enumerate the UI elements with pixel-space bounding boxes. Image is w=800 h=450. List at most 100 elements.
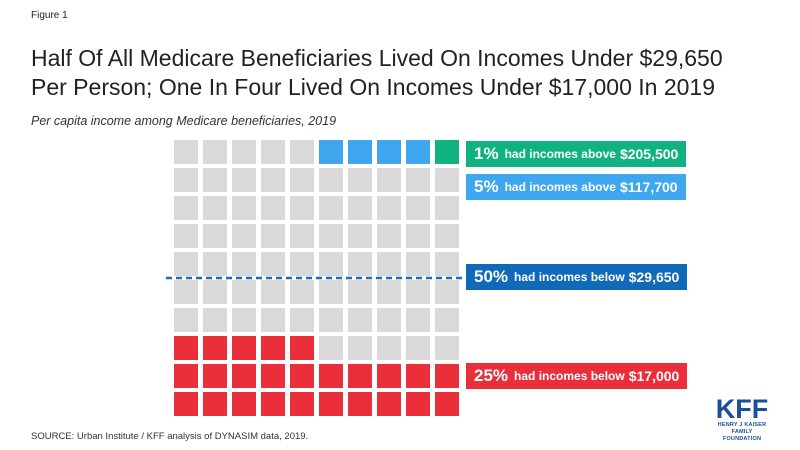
waffle-cell-r0-c3 bbox=[261, 140, 285, 164]
waffle-cell-r4-c3 bbox=[261, 252, 285, 276]
callout-median-text: had incomes below bbox=[514, 270, 625, 284]
callout-median-amount: $29,650 bbox=[628, 269, 680, 285]
waffle-cell-r9-c5 bbox=[319, 392, 343, 416]
kff-logo-line-2: FAMILY FOUNDATION bbox=[722, 429, 762, 442]
waffle-cell-r1-c2 bbox=[232, 168, 256, 192]
waffle-cell-r5-c8 bbox=[406, 280, 430, 304]
waffle-cell-r7-c1 bbox=[203, 336, 227, 360]
waffle-cell-r3-c7 bbox=[377, 224, 401, 248]
waffle-cell-r8-c6 bbox=[348, 364, 372, 388]
callout-median-value: 50% bbox=[474, 267, 509, 286]
waffle-cell-r7-c2 bbox=[232, 336, 256, 360]
waffle-cell-r8-c4 bbox=[290, 364, 314, 388]
waffle-cell-r5-c4 bbox=[290, 280, 314, 304]
waffle-cell-r0-c2 bbox=[232, 140, 256, 164]
chart-title: Half Of All Medicare Beneficiaries Lived… bbox=[31, 44, 791, 102]
waffle-cell-r5-c0 bbox=[174, 280, 198, 304]
callout-bottom-25-percent: 25% had incomes below $17,000 bbox=[466, 363, 688, 389]
waffle-cell-r5-c3 bbox=[261, 280, 285, 304]
waffle-cell-r7-c3 bbox=[261, 336, 285, 360]
waffle-cell-r1-c4 bbox=[290, 168, 314, 192]
waffle-cell-r5-c5 bbox=[319, 280, 343, 304]
waffle-cell-r8-c2 bbox=[232, 364, 256, 388]
waffle-cell-r2-c0 bbox=[174, 196, 198, 220]
waffle-cell-r7-c4 bbox=[290, 336, 314, 360]
waffle-cell-r0-c8 bbox=[406, 140, 430, 164]
waffle-cell-r6-c2 bbox=[232, 308, 256, 332]
waffle-cell-r1-c9 bbox=[435, 168, 459, 192]
waffle-cell-r5-c1 bbox=[203, 280, 227, 304]
waffle-cell-r1-c1 bbox=[203, 168, 227, 192]
callout-bottom-25-percent-value: 25% bbox=[474, 366, 509, 385]
waffle-cell-r7-c5 bbox=[319, 336, 343, 360]
waffle-cell-r2-c4 bbox=[290, 196, 314, 220]
waffle-cell-r7-c7 bbox=[377, 336, 401, 360]
waffle-cell-r6-c6 bbox=[348, 308, 372, 332]
waffle-cell-r4-c6 bbox=[348, 252, 372, 276]
waffle-cell-r2-c3 bbox=[261, 196, 285, 220]
callout-bottom-25-percent-text: had incomes below bbox=[514, 369, 625, 383]
waffle-cell-r5-c7 bbox=[377, 280, 401, 304]
callout-top-5-percent-text: had incomes above bbox=[504, 180, 616, 194]
callout-top-5-percent-amount: $117,700 bbox=[619, 179, 678, 195]
waffle-cell-r9-c4 bbox=[290, 392, 314, 416]
waffle-cell-r7-c9 bbox=[435, 336, 459, 360]
waffle-cell-r4-c0 bbox=[174, 252, 198, 276]
waffle-cell-r6-c8 bbox=[406, 308, 430, 332]
waffle-cell-r2-c6 bbox=[348, 196, 372, 220]
callout-top-5-percent: 5% had incomes above $117,700 bbox=[466, 174, 686, 200]
waffle-cell-r2-c5 bbox=[319, 196, 343, 220]
waffle-cell-r1-c5 bbox=[319, 168, 343, 192]
waffle-cell-r9-c2 bbox=[232, 392, 256, 416]
waffle-cell-r0-c1 bbox=[203, 140, 227, 164]
waffle-cell-r5-c6 bbox=[348, 280, 372, 304]
waffle-cell-r9-c9 bbox=[435, 392, 459, 416]
waffle-cell-r4-c7 bbox=[377, 252, 401, 276]
waffle-cell-r8-c9 bbox=[435, 364, 459, 388]
kff-logo-line-1: HENRY J KAISER bbox=[717, 422, 767, 428]
waffle-cell-r8-c3 bbox=[261, 364, 285, 388]
waffle-cell-r3-c2 bbox=[232, 224, 256, 248]
waffle-cell-r6-c9 bbox=[435, 308, 459, 332]
waffle-cell-r3-c1 bbox=[203, 224, 227, 248]
waffle-cell-r6-c1 bbox=[203, 308, 227, 332]
callout-bottom-25-percent-amount: $17,000 bbox=[628, 368, 680, 384]
waffle-cell-r5-c2 bbox=[232, 280, 256, 304]
waffle-cell-r5-c9 bbox=[435, 280, 459, 304]
source-note: SOURCE: Urban Institute / KFF analysis o… bbox=[31, 431, 309, 442]
waffle-cell-r9-c1 bbox=[203, 392, 227, 416]
callout-top-1-percent-value: 1% bbox=[474, 144, 499, 163]
waffle-cell-r4-c9 bbox=[435, 252, 459, 276]
title-line-2: Per Person; One In Four Lived On Incomes… bbox=[31, 74, 716, 100]
waffle-cell-r6-c0 bbox=[174, 308, 198, 332]
waffle-cell-r0-c5 bbox=[319, 140, 343, 164]
waffle-cell-r9-c3 bbox=[261, 392, 285, 416]
waffle-cell-r0-c6 bbox=[348, 140, 372, 164]
waffle-cell-r9-c7 bbox=[377, 392, 401, 416]
waffle-cell-r0-c7 bbox=[377, 140, 401, 164]
waffle-cell-r7-c0 bbox=[174, 336, 198, 360]
callout-top-5-percent-value: 5% bbox=[474, 177, 499, 196]
waffle-cell-r2-c2 bbox=[232, 196, 256, 220]
waffle-cell-r4-c4 bbox=[290, 252, 314, 276]
kff-logo: KFF HENRY J KAISER FAMILY FOUNDATION bbox=[714, 396, 770, 443]
title-line-1: Half Of All Medicare Beneficiaries Lived… bbox=[31, 45, 723, 71]
waffle-cell-r4-c8 bbox=[406, 252, 430, 276]
waffle-cell-r4-c2 bbox=[232, 252, 256, 276]
callout-top-1-percent: 1% had incomes above $205,500 bbox=[466, 141, 687, 167]
waffle-cell-r6-c5 bbox=[319, 308, 343, 332]
waffle-cell-r3-c9 bbox=[435, 224, 459, 248]
waffle-cell-r4-c5 bbox=[319, 252, 343, 276]
waffle-cell-r0-c4 bbox=[290, 140, 314, 164]
waffle-cell-r8-c1 bbox=[203, 364, 227, 388]
waffle-cell-r1-c7 bbox=[377, 168, 401, 192]
waffle-cell-r2-c7 bbox=[377, 196, 401, 220]
waffle-cell-r2-c8 bbox=[406, 196, 430, 220]
waffle-cell-r3-c6 bbox=[348, 224, 372, 248]
waffle-cell-r6-c7 bbox=[377, 308, 401, 332]
waffle-cell-r4-c1 bbox=[203, 252, 227, 276]
waffle-cell-r1-c6 bbox=[348, 168, 372, 192]
waffle-cell-r9-c0 bbox=[174, 392, 198, 416]
callout-top-1-percent-text: had incomes above bbox=[504, 147, 616, 161]
